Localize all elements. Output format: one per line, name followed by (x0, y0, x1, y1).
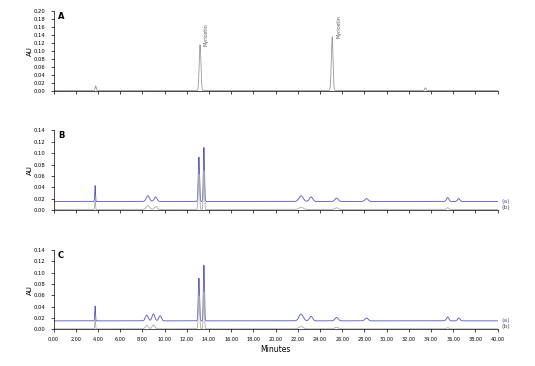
Y-axis label: AU: AU (27, 165, 33, 175)
Text: A: A (58, 12, 64, 21)
Text: C: C (58, 251, 64, 260)
Text: (b): (b) (502, 324, 511, 329)
X-axis label: Minutes: Minutes (261, 345, 291, 354)
Text: B: B (58, 131, 64, 140)
Text: (a): (a) (502, 318, 510, 324)
Text: Myricetin: Myricetin (204, 23, 209, 46)
Y-axis label: AU: AU (27, 285, 33, 295)
Text: (a): (a) (502, 199, 510, 204)
Text: Myricetin: Myricetin (336, 15, 341, 38)
Y-axis label: AU: AU (27, 46, 33, 56)
Text: (b): (b) (502, 205, 511, 210)
